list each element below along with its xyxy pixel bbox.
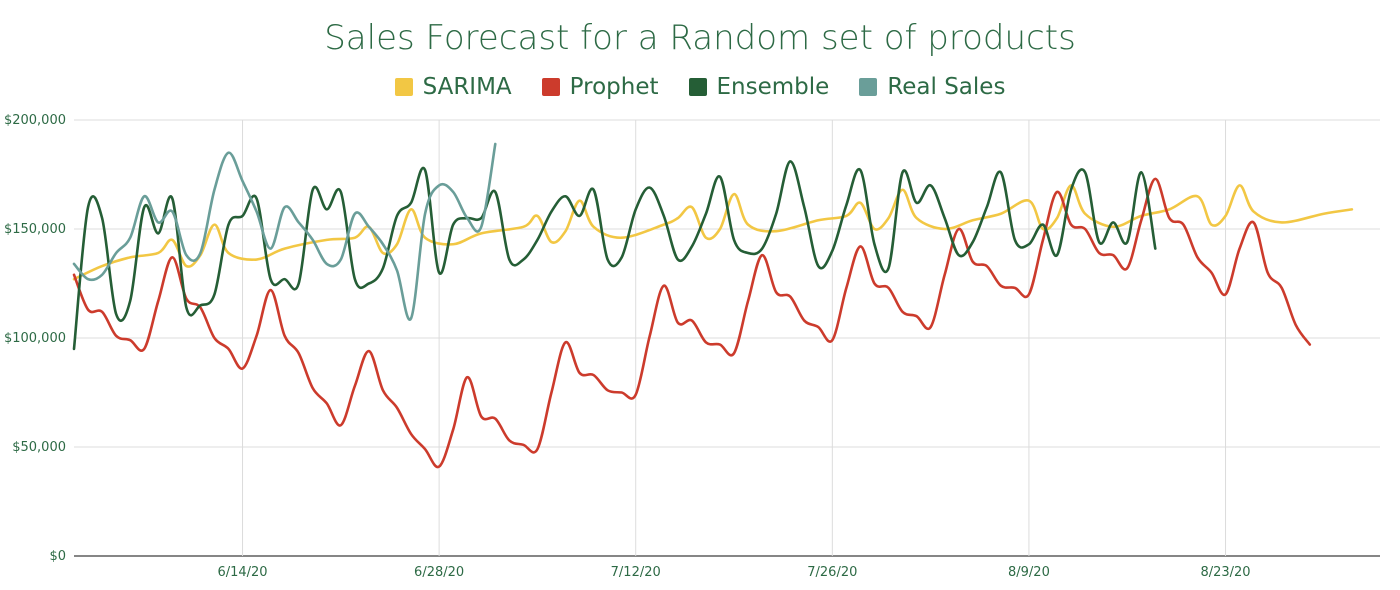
x-tick-label: 7/26/20 [807,565,857,580]
legend-label-real-sales: Real Sales [887,74,1006,100]
legend-label-prophet: Prophet [569,74,659,100]
legend-item-prophet[interactable]: Prophet [541,74,659,100]
series-line-ensemble [72,160,1157,351]
series-line-real-sales [72,142,497,321]
y-tick-label: $50,000 [12,440,66,455]
x-tick-label: 8/9/20 [1008,565,1050,580]
legend: SARIMA Prophet Ensemble Real Sales [0,74,1400,100]
x-tick-label: 6/28/20 [414,565,464,580]
legend-swatch-sarima [394,78,413,96]
legend-item-ensemble[interactable]: Ensemble [688,74,830,100]
legend-swatch-real-sales [859,78,878,96]
legend-swatch-prophet [541,78,560,96]
chart-title: Sales Forecast for a Random set of produ… [324,18,1076,58]
y-tick-label: $100,000 [4,331,66,346]
series-line-sarima [72,184,1354,281]
legend-item-sarima[interactable]: SARIMA [394,74,512,100]
y-tick-label: $150,000 [4,222,66,237]
y-tick-label: $0 [49,549,66,564]
y-tick-label: $200,000 [4,113,66,128]
series-line-prophet [72,177,1312,469]
x-tick-label: 6/14/20 [217,565,267,580]
legend-swatch-ensemble [688,78,707,96]
x-tick-label: 8/23/20 [1200,565,1250,580]
legend-label-sarima: SARIMA [422,74,512,100]
legend-label-ensemble: Ensemble [716,74,830,100]
legend-item-real-sales[interactable]: Real Sales [859,74,1005,100]
x-tick-label: 7/12/20 [611,565,661,580]
